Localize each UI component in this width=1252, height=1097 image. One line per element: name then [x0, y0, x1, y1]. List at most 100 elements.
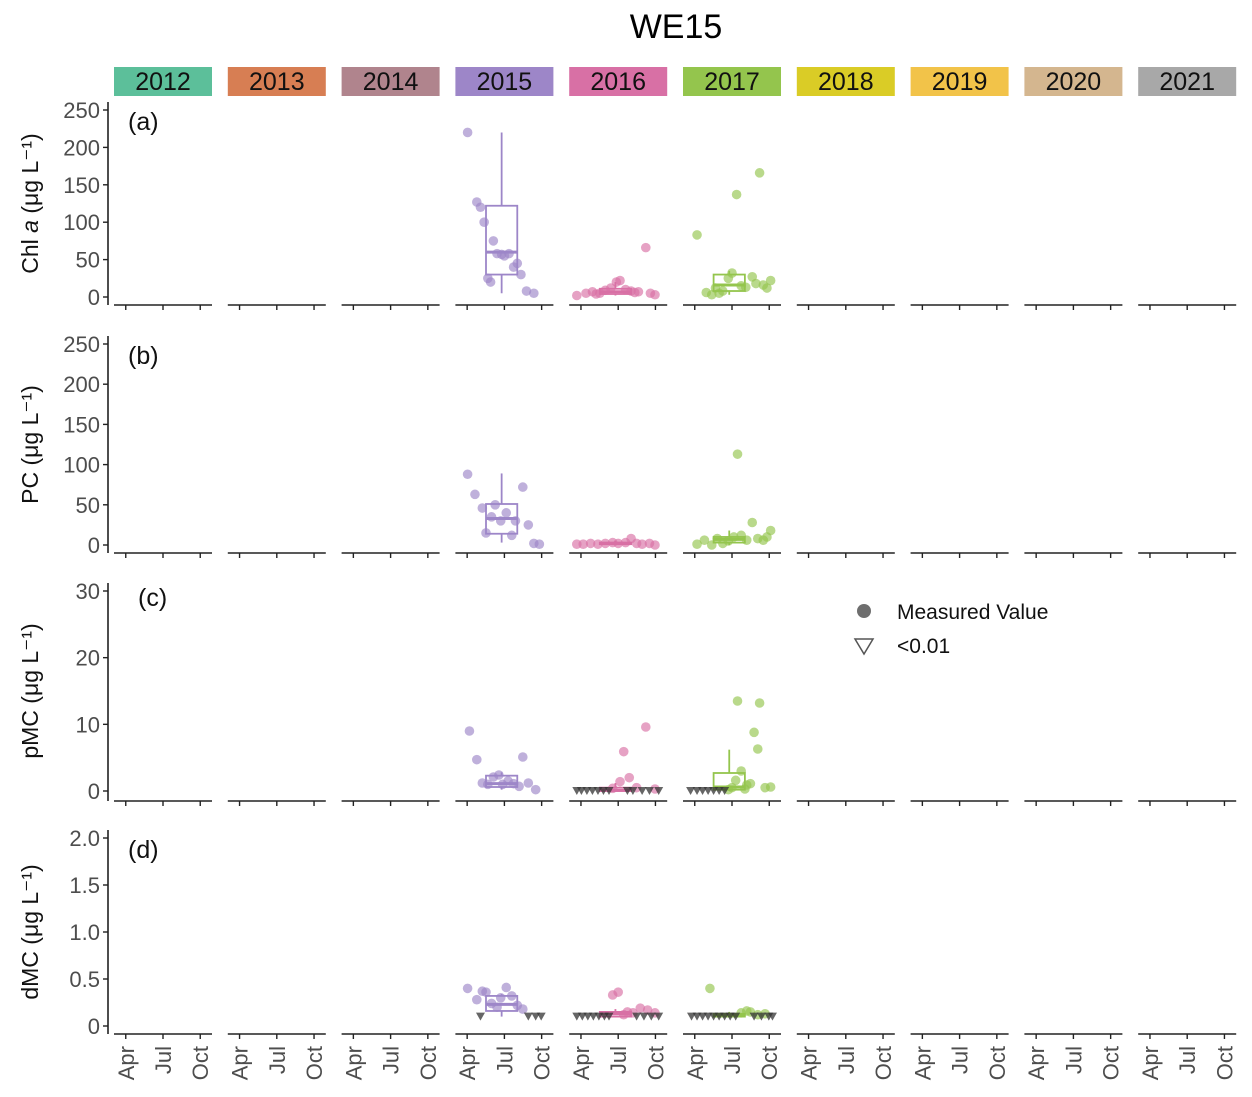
facet-strip-2021 — [1138, 67, 1237, 96]
below-detection-marker-2016 — [604, 787, 614, 795]
legend-below-symbol — [853, 638, 875, 656]
data-point-2016 — [615, 275, 625, 286]
data-point-2017 — [731, 189, 742, 200]
below-detection-marker-2016 — [637, 787, 647, 795]
data-point-2017 — [741, 282, 751, 293]
legend-measured-symbol — [857, 604, 871, 618]
data-point-2017 — [765, 275, 776, 286]
data-point-2017 — [754, 168, 765, 178]
below-detection-marker-2017 — [767, 1012, 777, 1021]
x-tick-label: Jul — [948, 1046, 973, 1074]
facet-strip-2014 — [341, 67, 440, 96]
data-point-2015 — [501, 508, 512, 518]
below-detection-marker-2016 — [646, 1012, 656, 1021]
data-point-2016 — [600, 538, 611, 549]
data-point-2017 — [747, 517, 758, 528]
facet-label-2021: 2021 — [1159, 68, 1215, 96]
data-point-2017 — [699, 535, 710, 545]
facet-label-2020: 2020 — [1046, 68, 1102, 96]
below-detection-marker-2017 — [749, 1012, 759, 1021]
data-point-2015 — [485, 277, 496, 287]
data-point-2015 — [523, 778, 534, 788]
data-point-2015 — [481, 987, 491, 997]
x-tick-label: Apr — [797, 1046, 822, 1080]
facet-strip-2020 — [1024, 67, 1123, 96]
y-axis-label: PC (μg L⁻¹) — [17, 385, 43, 504]
data-point-2017 — [705, 983, 715, 994]
chart-title: WE15 — [630, 8, 723, 46]
facet-strip-2019 — [910, 67, 1009, 96]
y-axis-label-text: dMC — [17, 951, 43, 1000]
y-tick-label: 100 — [63, 453, 100, 478]
below-detection-marker-2017 — [756, 1012, 766, 1021]
data-point-2015 — [514, 781, 524, 792]
data-point-2016 — [642, 1005, 653, 1015]
panel-tag: (a) — [128, 108, 159, 136]
data-point-2015 — [510, 516, 521, 526]
data-point-2015 — [490, 500, 501, 510]
data-point-2016 — [641, 242, 651, 253]
facet-label-2017: 2017 — [704, 68, 760, 96]
x-tick-label: Oct — [302, 1046, 327, 1080]
y-tick-label: 0 — [88, 285, 100, 310]
data-point-2015 — [488, 236, 499, 246]
facet-label-2012: 2012 — [135, 68, 191, 96]
below-detection-marker-2015 — [523, 1012, 533, 1021]
data-point-2015 — [521, 286, 532, 296]
data-point-2015 — [516, 269, 526, 280]
data-point-2016 — [585, 538, 596, 549]
data-point-2017 — [706, 540, 717, 550]
x-tick-label: Apr — [910, 1046, 935, 1080]
data-point-2015 — [486, 512, 497, 522]
x-tick-label: Oct — [1099, 1046, 1124, 1080]
y-tick-label: 2.0 — [69, 826, 100, 851]
data-point-2015 — [495, 993, 506, 1003]
below-detection-marker-2016 — [628, 787, 638, 795]
below-detection-marker-2017 — [686, 787, 696, 795]
facet-label-2016: 2016 — [590, 68, 646, 96]
facet-label-2015: 2015 — [477, 68, 533, 96]
y-tick-label: 200 — [63, 135, 100, 160]
y-axis-label-text: PC — [17, 472, 43, 504]
panel-tag: (c) — [138, 584, 167, 612]
y-tick-label: 0 — [88, 779, 100, 804]
y-tick-label: 50 — [76, 493, 100, 518]
data-point-2016 — [618, 746, 629, 757]
x-tick-label: Jul — [1061, 1046, 1086, 1074]
data-point-2015 — [530, 784, 541, 795]
y-axis-label: Chl a (μg L⁻¹) — [17, 133, 43, 273]
y-axis-label-italic: a — [17, 220, 43, 233]
data-point-2015 — [472, 754, 482, 765]
data-point-2017 — [736, 766, 746, 776]
data-point-2017 — [754, 698, 765, 708]
y-tick-label: 250 — [63, 98, 100, 123]
data-point-2016 — [578, 539, 589, 549]
y-axis-label: dMC (μg L⁻¹) — [17, 864, 43, 999]
data-point-2017 — [729, 532, 739, 542]
y-tick-label: 150 — [63, 173, 100, 198]
data-point-2017 — [714, 288, 724, 299]
x-tick-label: Oct — [757, 1046, 782, 1080]
data-point-2015 — [518, 482, 528, 492]
below-detection-marker-2015 — [475, 1012, 485, 1021]
data-point-2015 — [518, 1004, 528, 1014]
legend-below-label: <0.01 — [897, 635, 950, 658]
data-point-2015 — [518, 752, 528, 762]
data-point-2016 — [615, 776, 625, 787]
data-point-2016 — [593, 539, 603, 549]
data-point-2016 — [650, 289, 660, 300]
y-axis-label: pMC (μg L⁻¹) — [17, 623, 43, 758]
data-point-2017 — [741, 780, 752, 790]
x-tick-label: Jul — [379, 1046, 404, 1074]
data-point-2017 — [692, 230, 702, 240]
x-tick-label: Oct — [416, 1046, 441, 1080]
x-tick-label: Jul — [492, 1046, 517, 1074]
y-axis-label-unit: (μg L⁻¹) — [17, 133, 43, 220]
x-tick-label: Oct — [871, 1046, 896, 1080]
data-point-2015 — [501, 982, 512, 993]
data-point-2015 — [506, 991, 517, 1001]
x-tick-label: Oct — [530, 1046, 555, 1080]
y-tick-label: 0 — [88, 1014, 100, 1039]
facet-strip-2012 — [114, 67, 212, 96]
